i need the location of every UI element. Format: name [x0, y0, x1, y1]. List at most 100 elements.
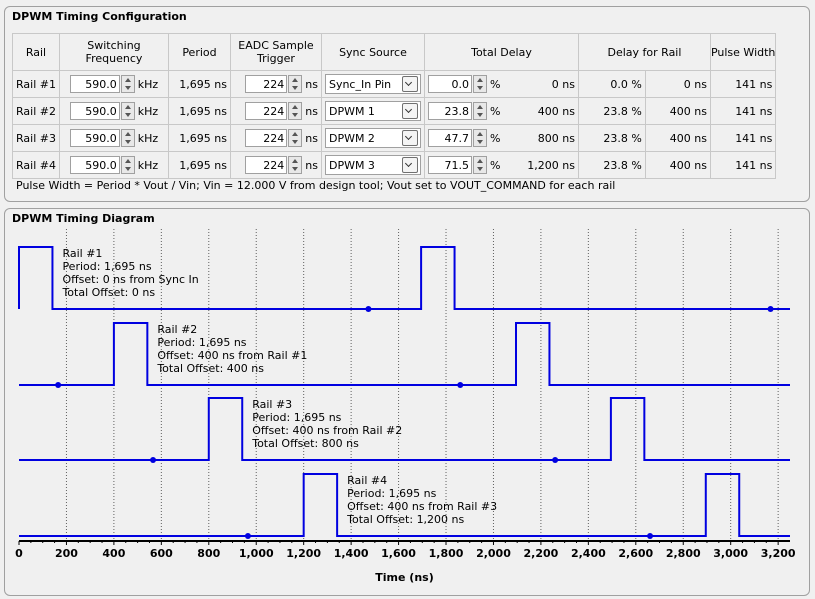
eadc-spinner[interactable] — [288, 129, 303, 147]
rail-pct-cell: 23.8 % — [577, 151, 646, 179]
waveform-rail-3 — [19, 397, 790, 461]
delay-ns-cell: 0 ns — [515, 70, 579, 98]
timing-diagram: 0 200 400 600 800 1,000 1,200 1,400 1,600 1,800 2,… — [15, 229, 796, 584]
x-tick-label: 400 — [102, 547, 125, 560]
frequency-unit: kHz — [137, 158, 159, 172]
eadc-unit: ns — [305, 131, 318, 145]
total-delay-spinner[interactable] — [472, 156, 487, 174]
period-cell: 1,695 ns — [167, 151, 231, 179]
chevron-down-icon[interactable] — [401, 130, 418, 146]
config-table: Rail Switching Frequency Period EADC Samp… — [12, 33, 777, 179]
rail-row: Rail #4 590.0 kHz 1,695 ns 224 ns DPWM 3 71.5% 1… — [12, 151, 777, 179]
sample-trigger-marker — [150, 457, 157, 463]
total-delay-input[interactable]: 47.7 — [427, 129, 472, 147]
total-delay-input[interactable]: 71.5 — [427, 156, 472, 174]
total-delay-input[interactable]: 23.8 — [427, 102, 472, 120]
total-delay-input[interactable]: 0.0 — [427, 75, 472, 93]
rail-label-cell: Rail #4 — [12, 151, 60, 179]
chevron-down-icon[interactable] — [401, 103, 418, 119]
frequency-input[interactable]: 590.0 — [69, 75, 120, 93]
eadc-spinner[interactable] — [288, 156, 303, 174]
eadc-input[interactable]: 224 — [245, 156, 288, 174]
sample-trigger-marker — [647, 533, 654, 539]
sample-trigger-marker — [244, 533, 251, 539]
sync-cell: DPWM 1 — [320, 97, 425, 125]
sample-trigger-marker — [55, 382, 62, 388]
total-delay-spinner[interactable] — [472, 75, 487, 93]
eadc-spinner[interactable] — [288, 75, 303, 93]
chevron-down-icon[interactable] — [401, 157, 418, 173]
rail-label: Rail #2 — [16, 104, 56, 118]
rail-annotation: Period: 1,695 ns — [252, 411, 341, 424]
frequency-input[interactable]: 590.0 — [69, 102, 120, 120]
x-tick-label: 2,600 — [618, 547, 653, 560]
header-rail: Rail — [12, 33, 60, 71]
period-cell: 1,695 ns — [167, 97, 231, 125]
rail-annotation: Offset: 0 ns from Sync In — [62, 273, 198, 286]
rail-delay-pct: 23.8 % — [603, 158, 642, 172]
rail-annotation: Period: 1,695 ns — [347, 487, 436, 500]
frequency-spinner[interactable] — [120, 102, 135, 120]
eadc-input[interactable]: 224 — [245, 102, 288, 120]
total-delay-spinner[interactable] — [472, 102, 487, 120]
delay-ns-cell: 800 ns — [515, 124, 579, 152]
eadc-input[interactable]: 224 — [245, 129, 288, 147]
x-tick-label: 600 — [150, 547, 173, 560]
sample-trigger-marker — [552, 457, 559, 463]
x-tick-label: 2,800 — [666, 547, 701, 560]
eadc-cell: 224 ns — [229, 124, 322, 152]
formula-note: Pulse Width = Period * Vout / Vin; Vin =… — [16, 179, 616, 192]
rail-annotation: Total Offset: 0 ns — [61, 286, 155, 299]
total-delay-ns: 1,200 ns — [527, 158, 575, 172]
rail-annotation: Offset: 400 ns from Rail #2 — [252, 424, 402, 437]
rail-pct-cell: 23.8 % — [577, 97, 646, 125]
sync-cell: DPWM 2 — [320, 124, 425, 152]
frequency-spinner[interactable] — [120, 156, 135, 174]
frequency-input[interactable]: 590.0 — [69, 156, 120, 174]
eadc-cell: 224 ns — [229, 97, 322, 125]
rail-annotation: Period: 1,695 ns — [62, 260, 151, 273]
rail-annotation: Rail #2 — [157, 323, 197, 336]
frequency-input[interactable]: 590.0 — [69, 129, 120, 147]
frequency-cell: 590.0 kHz — [58, 97, 169, 125]
x-tick-label: 2,200 — [524, 547, 559, 560]
sync-source-select[interactable]: DPWM 3 — [324, 155, 421, 175]
header-sync: Sync Source — [320, 33, 425, 71]
x-tick-label: 1,800 — [429, 547, 464, 560]
rail-delay-ns: 0 ns — [683, 77, 707, 91]
x-tick-label: 3,200 — [761, 547, 796, 560]
total-delay-spinner[interactable] — [472, 129, 487, 147]
sample-trigger-marker — [457, 382, 464, 388]
sync-source-value: DPWM 1 — [328, 104, 375, 118]
diagram-group: DPWM Timing Diagram 0 200 400 600 800 1,000 1,… — [4, 208, 810, 596]
frequency-spinner[interactable] — [120, 129, 135, 147]
frequency-unit: kHz — [137, 131, 159, 145]
waveform-rail-2 — [19, 322, 790, 386]
chevron-down-icon[interactable] — [401, 76, 418, 92]
sync-source-select[interactable]: Sync_In Pin — [324, 74, 421, 94]
frequency-spinner[interactable] — [120, 75, 135, 93]
rail-ns-cell: 400 ns — [644, 151, 711, 179]
sync-cell: DPWM 3 — [320, 151, 425, 179]
x-tick-label: 2,000 — [476, 547, 511, 560]
rail-label: Rail #1 — [16, 77, 56, 91]
x-tick-label: 1,200 — [286, 547, 321, 560]
x-tick-label: 2,400 — [571, 547, 606, 560]
pulse-width-value: 141 ns — [735, 158, 773, 172]
percent-unit: % — [489, 104, 501, 118]
sync-source-select[interactable]: DPWM 2 — [324, 128, 421, 148]
x-tick-label: 3,000 — [713, 547, 748, 560]
eadc-spinner[interactable] — [288, 102, 303, 120]
delay-ns-cell: 1,200 ns — [515, 151, 579, 179]
rail-annotation: Offset: 400 ns from Rail #3 — [347, 500, 497, 513]
frequency-unit: kHz — [137, 104, 159, 118]
frequency-unit: kHz — [137, 77, 159, 91]
percent-unit: % — [489, 158, 501, 172]
header-delay-rail: Delay for Rail — [577, 33, 711, 71]
delay-pct-cell: 23.8% — [423, 97, 516, 125]
rail-delay-ns: 400 ns — [669, 158, 707, 172]
sync-source-select[interactable]: DPWM 1 — [324, 101, 421, 121]
pulse-width-value: 141 ns — [735, 131, 773, 145]
frequency-cell: 590.0 kHz — [58, 151, 169, 179]
eadc-input[interactable]: 224 — [245, 75, 288, 93]
